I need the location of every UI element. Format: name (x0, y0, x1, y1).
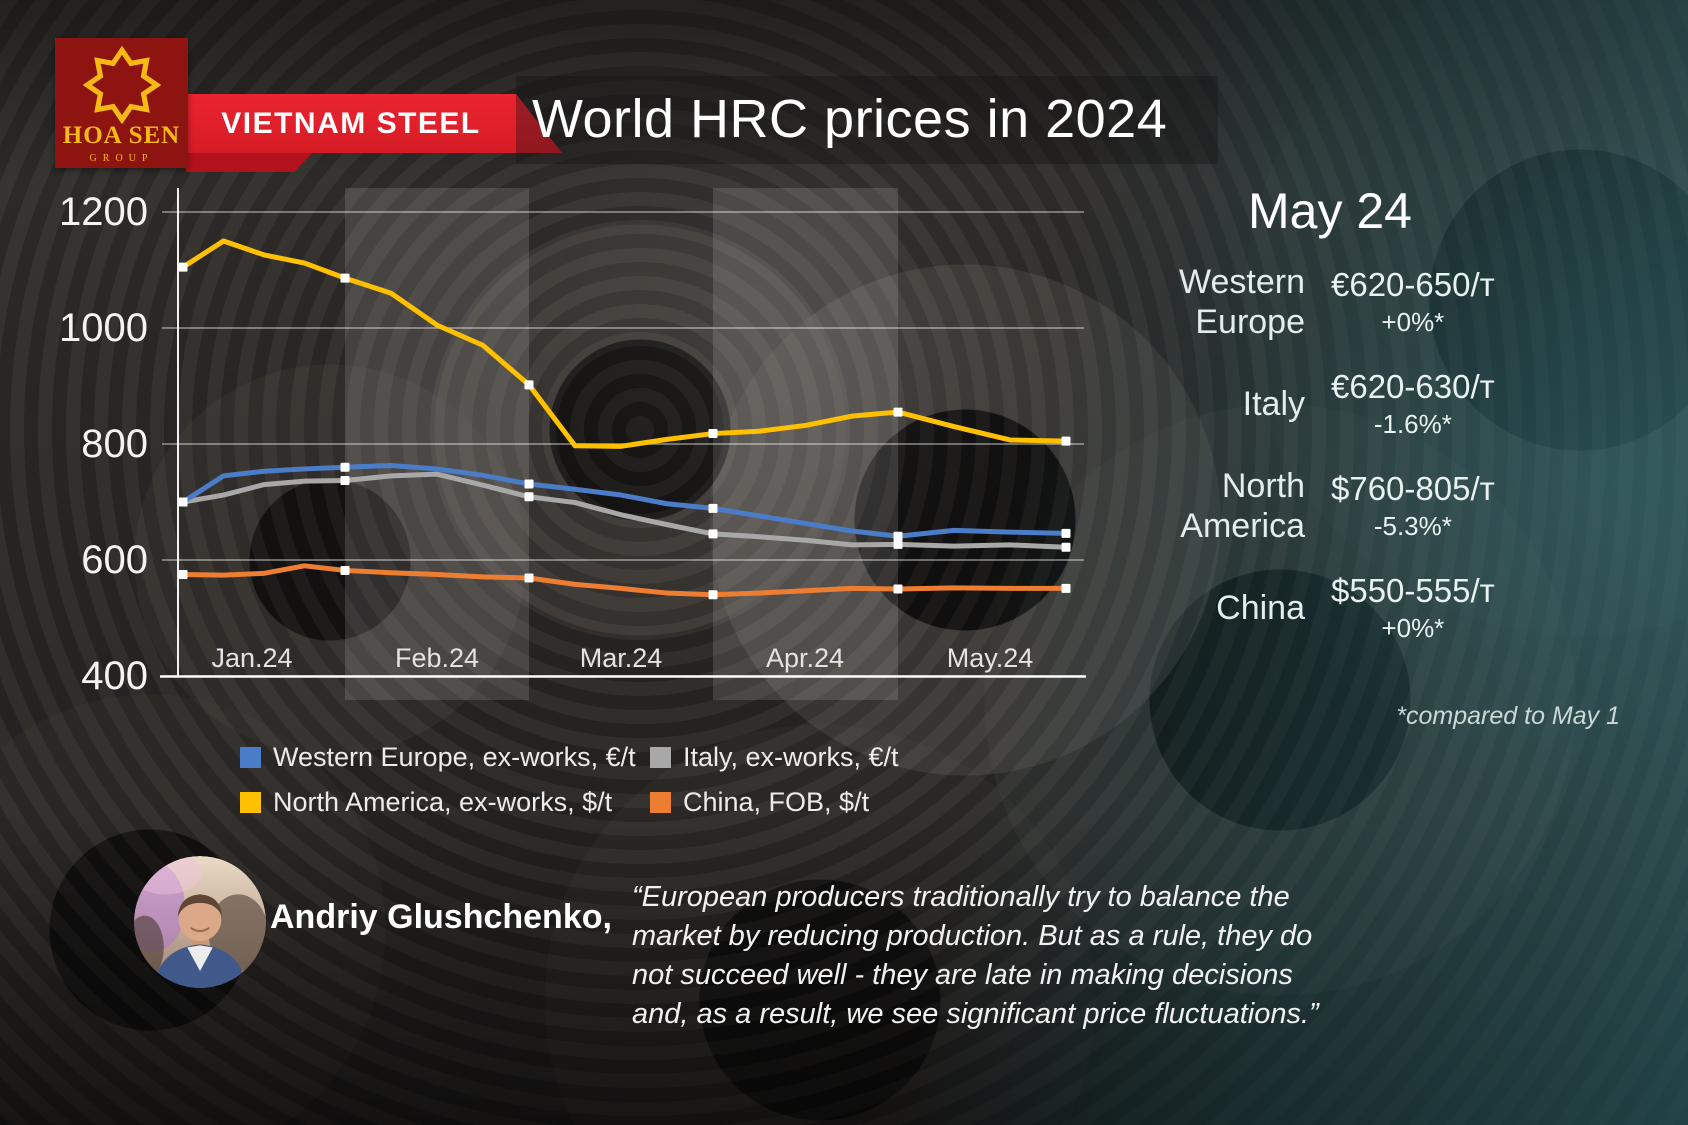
legend-label: North America, ex-works, $/t (273, 787, 613, 817)
x-label-mar: Mar.24 (579, 643, 663, 673)
ribbon-label: VIETNAM STEEL (221, 106, 481, 140)
price-range: €620-630/т (1331, 368, 1495, 406)
legend-row-1: Western Europe, ex-works, €/t Italy, ex-… (240, 742, 899, 773)
legend-label: Western Europe, ex-works, €/t (273, 742, 636, 772)
price-change: -5.3%* (1373, 511, 1452, 542)
legend-item-western-europe: Western Europe, ex-works, €/t (240, 742, 650, 773)
price-value: €620-650/т +0%* (1331, 266, 1495, 338)
region-label: China (1216, 589, 1305, 628)
legend-item-china: China, FOB, $/t (650, 787, 869, 818)
region-label: Italy (1242, 385, 1305, 424)
region-label: North America (1180, 467, 1305, 546)
price-value: $550-555/т +0%* (1331, 572, 1495, 644)
panel-row-italy: Italy €620-630/т -1.6%* (1100, 368, 1580, 440)
y-tick-1200: 1200 (59, 190, 148, 234)
may-24-price-panel: May 24 Western Europe €620-650/т +0%* It… (1100, 182, 1580, 644)
italy-swatch (650, 747, 671, 768)
ribbon-fold (186, 153, 312, 172)
comparison-footnote: *compared to May 1 (1396, 702, 1620, 730)
panel-title: May 24 (1248, 183, 1412, 239)
price-change: +0%* (1381, 613, 1445, 644)
panel-row-western-europe: Western Europe €620-650/т +0%* (1100, 262, 1580, 342)
legend-label: China, FOB, $/t (683, 787, 870, 817)
y-tick-1000: 1000 (59, 306, 148, 350)
panel-rows: Western Europe €620-650/т +0%* Italy €62… (1100, 262, 1580, 644)
price-range: $760-805/т (1331, 470, 1495, 508)
logo-name: HOA SEN (62, 122, 181, 149)
north-america-swatch (240, 792, 261, 813)
logo-group-label: GROUP (89, 153, 154, 164)
region-label: Western Europe (1179, 263, 1305, 342)
title-backdrop (516, 76, 1218, 164)
x-label-jan: Jan.24 (211, 643, 293, 673)
quote-text: “European producers traditionally try to… (632, 881, 1319, 1030)
western-europe-swatch (240, 747, 261, 768)
legend-label: Italy, ex-works, €/t (683, 742, 899, 772)
y-tick-800: 800 (81, 422, 148, 466)
price-value: €620-630/т -1.6%* (1331, 368, 1495, 440)
panel-row-china: China $550-555/т +0%* (1100, 572, 1580, 644)
price-change: -1.6%* (1373, 409, 1452, 440)
x-label-apr: Apr.24 (765, 643, 845, 673)
x-label-may: May.24 (946, 643, 1034, 673)
avatar (134, 856, 266, 988)
price-range: $550-555/т (1331, 572, 1495, 610)
x-label-feb: Feb.24 (394, 643, 480, 673)
china-swatch (650, 792, 671, 813)
legend-item-italy: Italy, ex-works, €/t (650, 742, 899, 773)
y-tick-400: 400 (81, 654, 148, 698)
hoa-sen-logo: HOA SEN GROUP (55, 38, 188, 168)
legend-item-north-america: North America, ex-works, $/t (240, 787, 650, 818)
y-tick-600: 600 (81, 538, 148, 582)
price-value: $760-805/т -5.3%* (1331, 470, 1495, 542)
vietnam-steel-ribbon: VIETNAM STEEL (186, 94, 562, 153)
legend-row-2: North America, ex-works, $/t China, FOB,… (240, 787, 869, 818)
price-range: €620-650/т (1331, 266, 1495, 304)
analyst-photo (134, 856, 266, 988)
price-change: +0%* (1381, 307, 1445, 338)
lotus-star-icon (82, 46, 161, 124)
page-title: World HRC prices in 2024 (532, 89, 1168, 149)
panel-row-north-america: North America $760-805/т -5.3%* (1100, 466, 1580, 546)
quote-author: Andriy Glushchenko, (270, 898, 612, 936)
